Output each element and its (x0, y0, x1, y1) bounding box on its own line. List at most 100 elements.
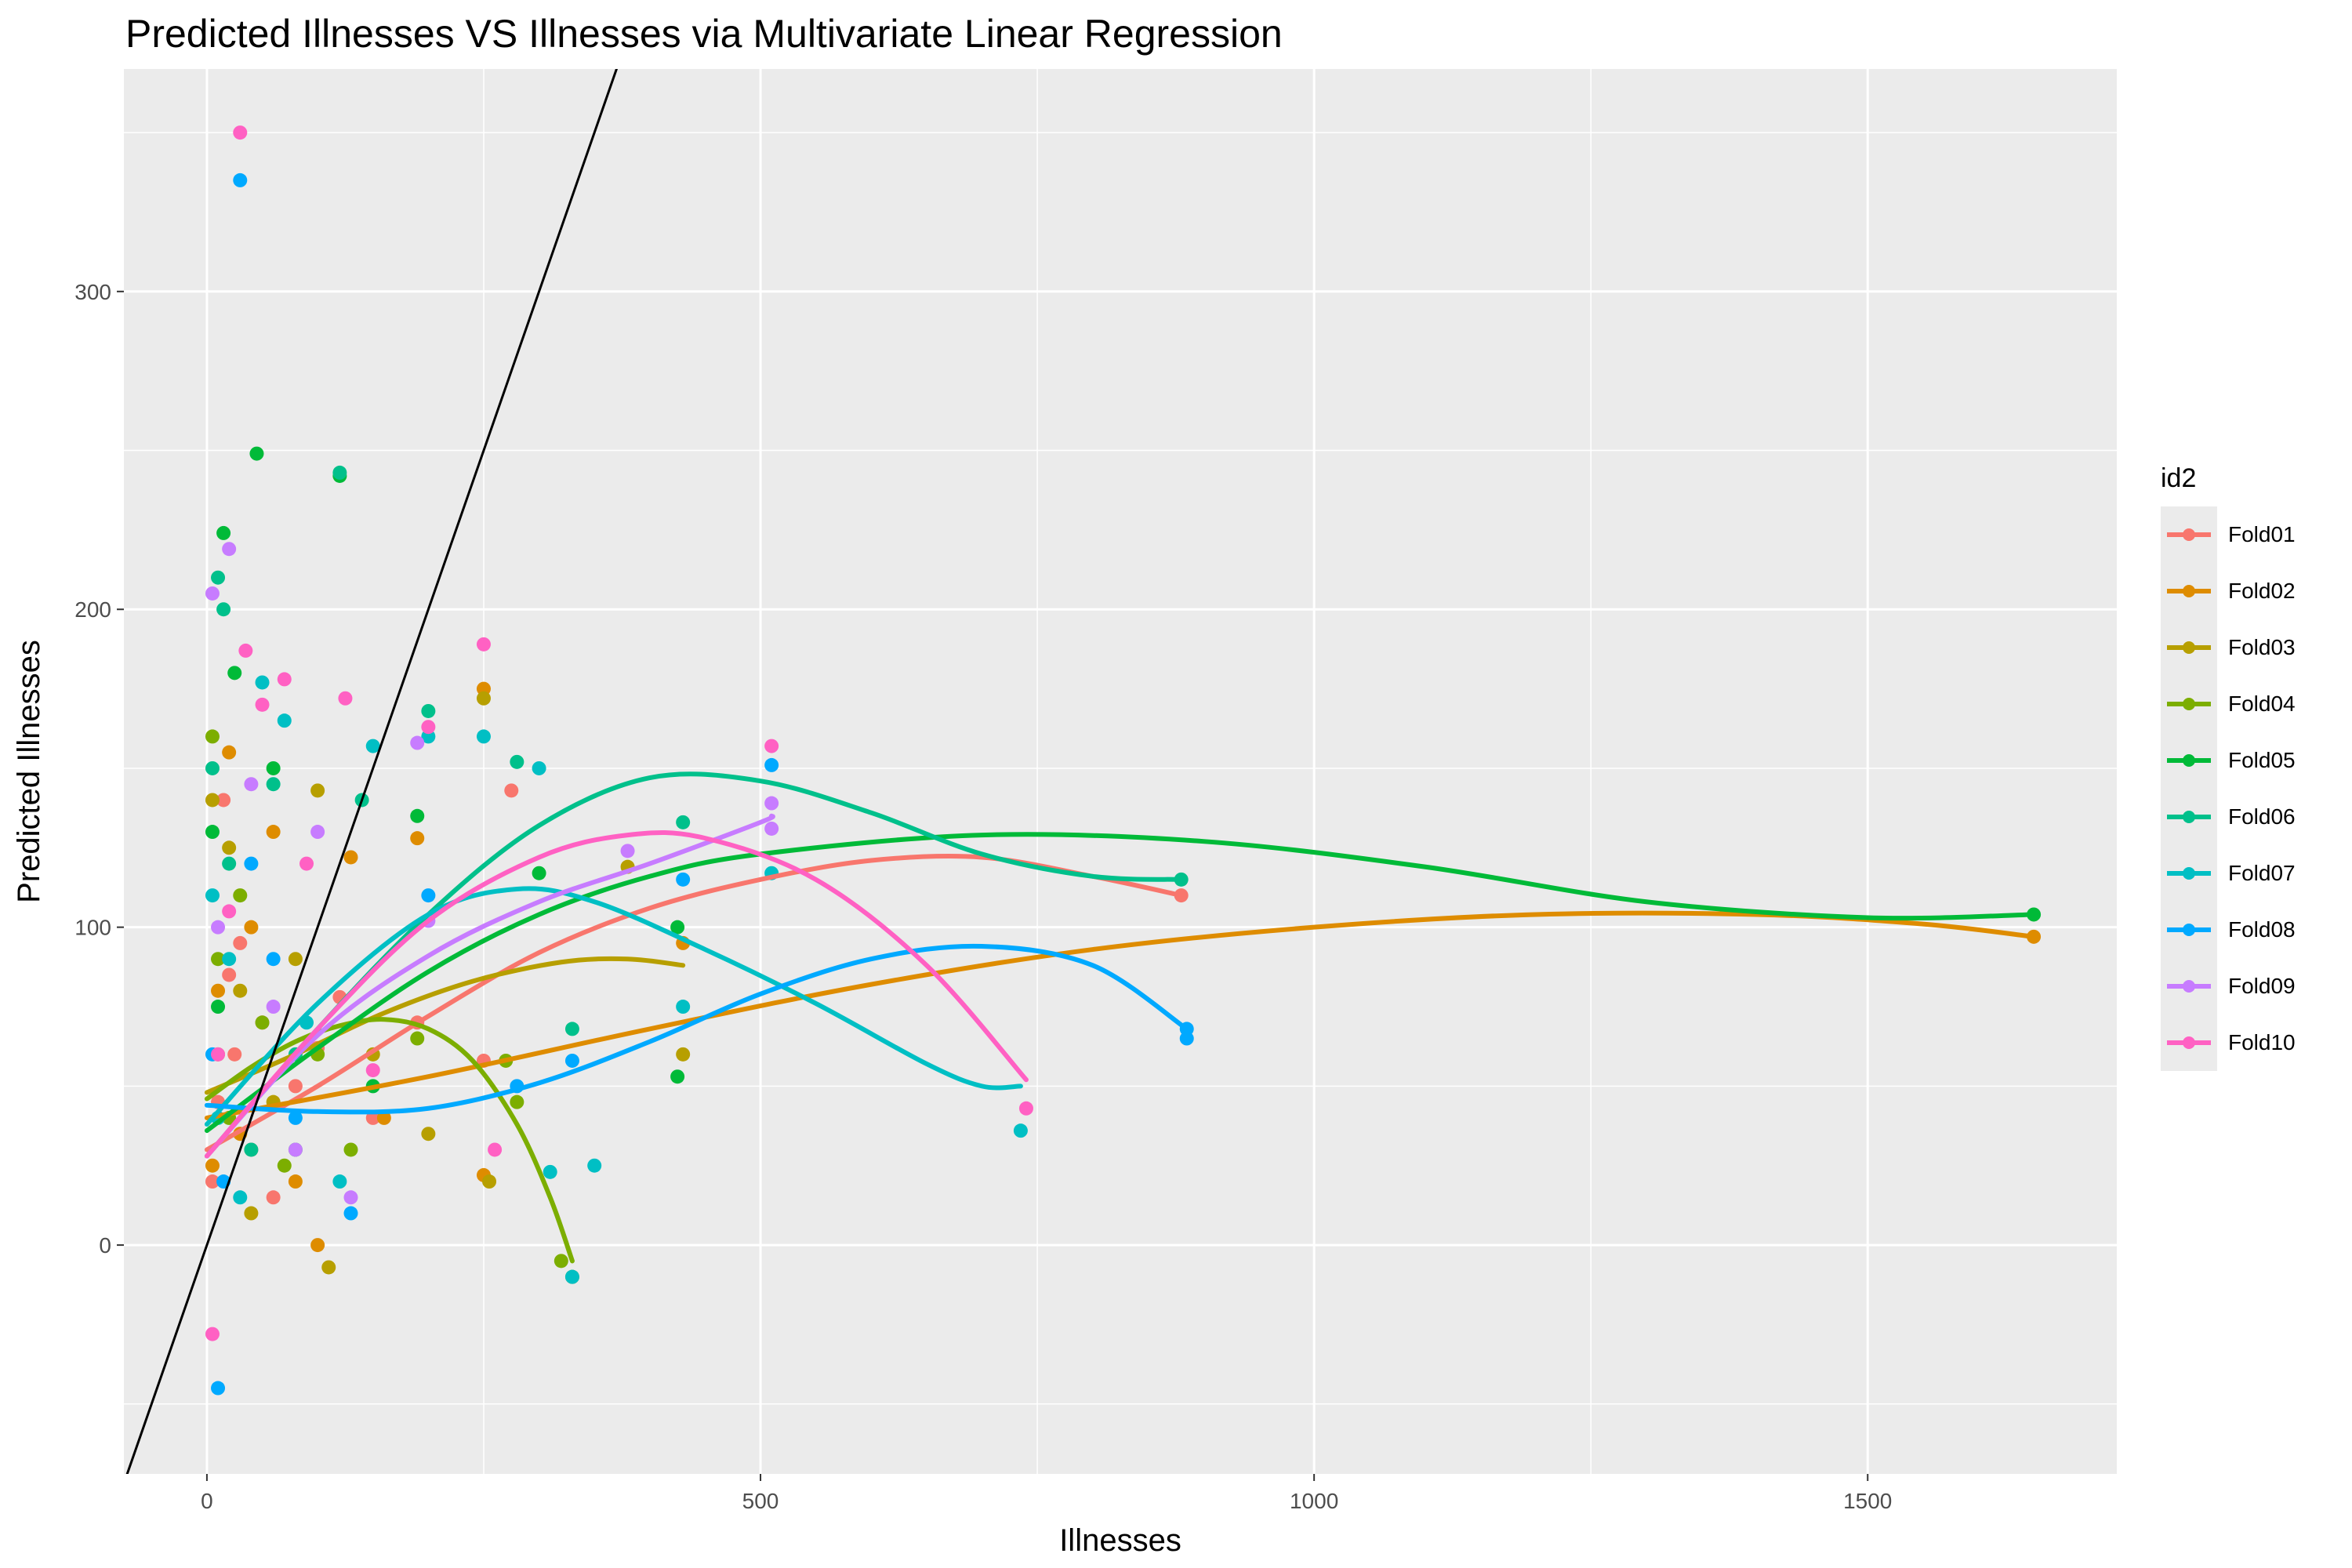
data-point-fold09 (764, 821, 779, 836)
data-point-fold05 (205, 825, 220, 840)
data-point-fold10 (277, 672, 292, 687)
data-point-fold02 (343, 850, 358, 865)
y-axis-label: Predicted Illnesses (12, 640, 46, 903)
data-point-fold08 (676, 872, 691, 887)
smooth-line-fold07 (204, 886, 1023, 1127)
legend-key-point (2183, 811, 2195, 823)
legend-label: Fold06 (2228, 804, 2296, 829)
legend-item-fold04: Fold04 (2161, 676, 2296, 732)
data-point-fold02 (211, 983, 226, 998)
data-point-fold07 (255, 675, 270, 690)
data-point-fold03 (310, 783, 325, 798)
data-point-fold10 (338, 691, 353, 706)
data-point-fold07 (532, 760, 546, 775)
data-point-fold02 (244, 920, 259, 935)
data-point-fold05 (211, 1000, 226, 1014)
legend-key-point (2183, 698, 2195, 710)
data-point-fold07 (233, 1190, 248, 1205)
data-point-fold09 (310, 825, 325, 840)
data-point-fold07 (564, 1269, 579, 1284)
chart-title: Predicted Illnesses VS Illnesses via Mul… (125, 12, 1283, 56)
legend-key-point (2183, 528, 2195, 541)
legend-label: Fold04 (2228, 691, 2296, 716)
data-point-fold02 (266, 825, 281, 840)
data-point-fold10 (233, 125, 248, 140)
smooth-lines (204, 771, 2037, 1264)
legend-item-fold08: Fold08 (2161, 902, 2296, 958)
data-point-fold10 (255, 697, 270, 712)
legend-key (2161, 732, 2217, 789)
data-point-fold02 (376, 1110, 391, 1125)
legend-key (2161, 958, 2217, 1014)
x-axis: 0 500 1000 1500 (201, 1474, 1892, 1513)
data-point-fold09 (410, 735, 425, 750)
data-point-fold07 (277, 713, 292, 728)
data-point-fold01 (288, 1079, 303, 1094)
legend: id2 Fold01 Fold02 Fold03 Fold04 Fold05 Fold06… (2161, 458, 2296, 1071)
data-point-fold08 (1179, 1031, 1194, 1046)
data-point-fold09 (222, 542, 237, 557)
data-point-fold08 (343, 1206, 358, 1221)
data-point-fold08 (266, 952, 281, 967)
data-point-fold06 (332, 465, 347, 480)
legend-label: Fold02 (2228, 579, 2296, 603)
data-point-fold07 (365, 739, 380, 753)
data-points (205, 125, 2042, 1396)
data-point-fold08 (564, 1053, 579, 1068)
legend-key-point (2183, 924, 2195, 936)
y-tick-label: 200 (74, 597, 111, 622)
data-point-fold05 (410, 808, 425, 823)
grid-major (124, 69, 2117, 1474)
data-point-fold06 (421, 703, 436, 718)
smooth-line-fold08 (204, 943, 1189, 1115)
data-point-fold10 (205, 1327, 220, 1341)
legend-key-point (2183, 1036, 2195, 1049)
data-point-fold10 (238, 643, 253, 658)
data-point-fold01 (266, 1190, 281, 1205)
legend-label: Fold08 (2228, 917, 2296, 942)
data-point-fold04 (510, 1094, 524, 1109)
data-point-fold05 (266, 760, 281, 775)
data-point-fold01 (205, 1174, 220, 1189)
data-point-fold03 (421, 1127, 436, 1142)
legend-item-fold01: Fold01 (2161, 506, 2296, 563)
data-point-fold09 (764, 796, 779, 811)
data-point-fold06 (510, 754, 524, 769)
x-axis-label: Illnesses (1059, 1523, 1181, 1558)
data-point-fold04 (343, 1142, 358, 1157)
data-point-fold08 (421, 888, 436, 903)
data-point-fold03 (676, 1047, 691, 1062)
data-point-fold07 (587, 1158, 602, 1173)
data-point-fold06 (244, 1142, 259, 1157)
data-point-fold10 (222, 904, 237, 919)
data-point-fold05 (249, 446, 264, 461)
legend-label: Fold03 (2228, 635, 2296, 659)
data-point-fold02 (310, 1238, 325, 1253)
data-point-fold08 (764, 757, 779, 772)
data-point-fold08 (244, 856, 259, 871)
data-point-fold08 (233, 172, 248, 187)
data-point-fold04 (554, 1254, 568, 1269)
data-point-fold05 (532, 866, 546, 880)
legend-label: Fold07 (2228, 861, 2296, 885)
data-point-fold01 (216, 793, 231, 808)
legend-item-fold02: Fold02 (2161, 563, 2296, 619)
legend-key-point (2183, 980, 2195, 993)
data-point-fold09 (211, 920, 226, 935)
data-point-fold03 (476, 691, 491, 706)
legend-items: Fold01 Fold02 Fold03 Fold04 Fold05 Fold06 Fold… (2161, 506, 2296, 1071)
data-point-fold08 (211, 1381, 226, 1396)
data-point-fold07 (676, 1000, 691, 1014)
data-point-fold08 (288, 1110, 303, 1125)
data-point-fold01 (365, 1110, 380, 1125)
data-point-fold06 (205, 760, 220, 775)
legend-key (2161, 789, 2217, 845)
plot-panel (124, 69, 2117, 1474)
legend-item-fold06: Fold06 (2161, 789, 2296, 845)
data-point-fold04 (211, 952, 226, 967)
x-tick-label: 500 (742, 1489, 779, 1513)
data-point-fold07 (1013, 1123, 1028, 1138)
data-point-fold06 (216, 602, 231, 617)
smooth-line-fold05 (204, 832, 2037, 1134)
